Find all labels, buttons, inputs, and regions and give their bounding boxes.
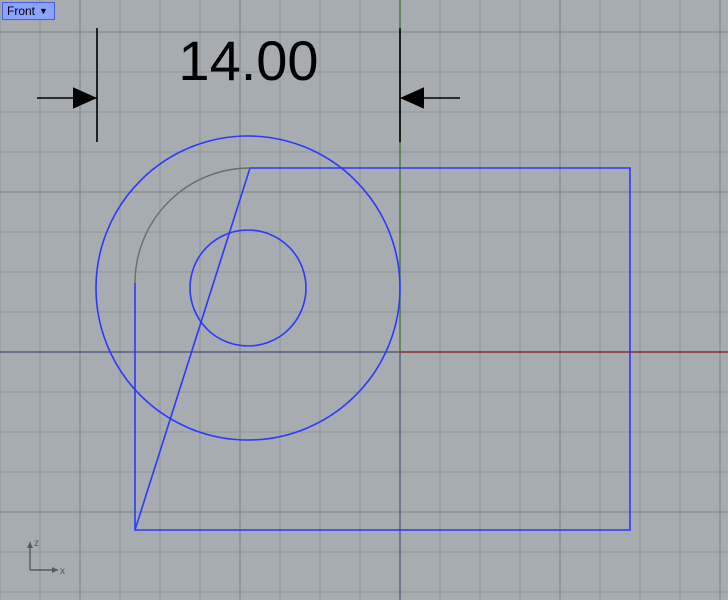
cad-viewport[interactable]: Front ▼ <box>0 0 728 600</box>
dim-value-text[interactable]: 14.00 <box>178 29 318 92</box>
chevron-down-icon: ▼ <box>39 7 48 16</box>
canvas-background <box>0 0 728 600</box>
view-label-text: Front <box>7 4 35 18</box>
drawing-canvas[interactable]: 14.00 z x <box>0 0 728 600</box>
view-label-dropdown[interactable]: Front ▼ <box>2 2 55 20</box>
svg-text:x: x <box>60 566 65 577</box>
svg-text:z: z <box>34 538 39 549</box>
